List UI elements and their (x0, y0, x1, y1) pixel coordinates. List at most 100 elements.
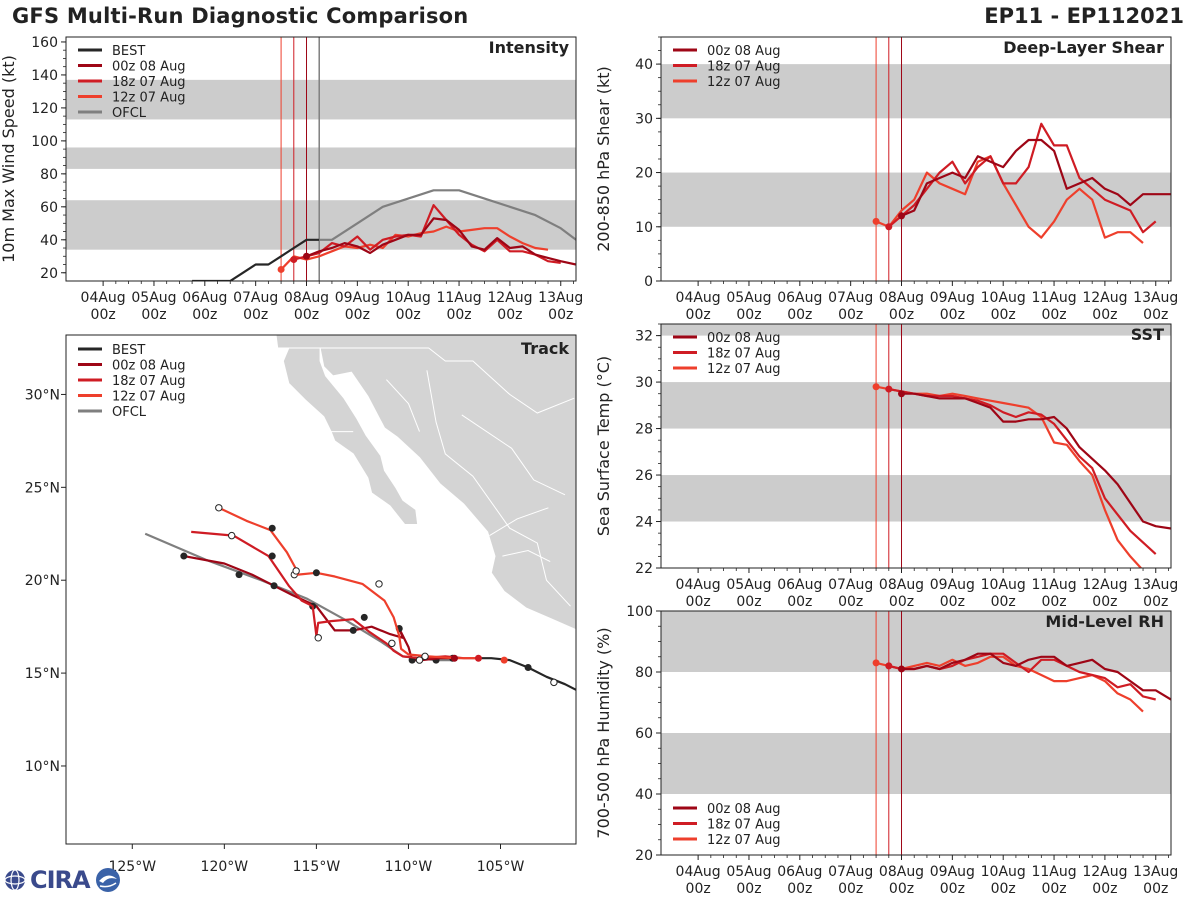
sst-frame (660, 323, 1172, 569)
x-tick-day-label: 12Aug (487, 290, 532, 306)
x-tick-hour-label: 00z (192, 307, 217, 323)
intensity-panel-title: Intensity (489, 38, 570, 57)
lon-tick-label: 120°W (201, 859, 249, 875)
track-point-filled (524, 664, 532, 672)
legend-label: 12z 07 Aug (707, 833, 781, 848)
x-tick-hour-label: 00z (787, 594, 812, 610)
y-tick-label: 30 (635, 111, 653, 127)
track-point-open (228, 531, 236, 540)
x-tick-hour-label: 00z (294, 307, 319, 323)
x-tick-hour-label: 00z (940, 307, 965, 323)
x-tick-day-label: 06Aug (182, 290, 227, 306)
x-tick-day-label: 05Aug (131, 290, 176, 306)
y-tick-label: 60 (635, 726, 653, 742)
x-tick-hour-label: 00z (243, 307, 268, 323)
track-start-marker (474, 654, 482, 662)
lon-tick-label: 105°W (477, 859, 525, 875)
logo-text: CIRA (30, 866, 91, 894)
x-tick-day-label: 12Aug (1082, 864, 1127, 880)
x-tick-day-label: 04Aug (676, 290, 721, 306)
state-border (386, 379, 420, 432)
track-point-filled (235, 571, 243, 579)
series-line-ofcl (319, 189, 576, 241)
rh-y-axis-label: 700-500 hPa Humidity (%) (594, 627, 613, 838)
lat-tick-label: 20°N (25, 573, 60, 589)
y-tick-label: 0 (644, 274, 653, 290)
x-tick-hour-label: 00z (991, 594, 1016, 610)
x-tick-hour-label: 00z (889, 307, 914, 323)
run-start-marker (872, 659, 880, 667)
x-tick-day-label: 09Aug (930, 577, 975, 593)
shaded-band (661, 64, 1171, 119)
track-point-filled (270, 582, 278, 590)
run-start-marker (885, 662, 893, 670)
track-point-open (550, 678, 558, 687)
series-line-00z-08-aug (901, 392, 1171, 530)
rh-panel: 2040608010004Aug00z05Aug00z06Aug00z07Aug… (594, 604, 1178, 897)
y-tick-label: 32 (635, 329, 653, 345)
x-tick-hour-label: 00z (787, 881, 812, 897)
legend-label: 12z 07 Aug (112, 91, 186, 106)
x-tick-day-label: 06Aug (777, 864, 822, 880)
cira-logo: CIRA (4, 866, 122, 894)
x-tick-day-label: 08Aug (879, 864, 924, 880)
track-point-open (215, 504, 223, 512)
x-tick-day-label: 13Aug (1133, 577, 1178, 593)
x-tick-day-label: 09Aug (930, 864, 975, 880)
x-tick-hour-label: 00z (889, 881, 914, 897)
intensity-y-axis-label: 10m Max Wind Speed (kt) (0, 55, 18, 263)
x-tick-hour-label: 00z (1092, 594, 1117, 610)
legend-label: BEST (112, 343, 145, 358)
y-tick-label: 140 (31, 68, 58, 84)
x-tick-hour-label: 00z (548, 307, 573, 323)
shaded-band (661, 475, 1171, 522)
track-plot-area (144, 335, 576, 691)
x-tick-day-label: 10Aug (981, 864, 1026, 880)
legend-label: 18z 07 Aug (707, 60, 781, 75)
x-tick-day-label: 04Aug (81, 290, 126, 306)
intensity-plot-area (66, 37, 576, 281)
track-point-open (375, 580, 383, 588)
figure-title: GFS Multi-Run Diagnostic Comparison (12, 4, 469, 28)
x-tick-day-label: 08Aug (879, 577, 924, 593)
y-tick-label: 28 (635, 422, 653, 438)
x-tick-day-label: 05Aug (726, 577, 771, 593)
track-start-marker (450, 654, 458, 662)
y-tick-label: 20 (635, 848, 653, 864)
series-line-12z-07-aug (875, 655, 1144, 713)
x-tick-hour-label: 00z (1041, 594, 1066, 610)
y-tick-label: 20 (635, 166, 653, 182)
y-tick-label: 120 (31, 101, 58, 117)
x-tick-day-label: 13Aug (1133, 290, 1178, 306)
x-tick-day-label: 08Aug (284, 290, 329, 306)
x-tick-hour-label: 00z (141, 307, 166, 323)
run-start-marker (872, 217, 880, 225)
state-border (489, 507, 549, 537)
y-tick-label: 60 (40, 200, 58, 216)
x-tick-hour-label: 00z (838, 594, 863, 610)
x-tick-day-label: 10Aug (981, 577, 1026, 593)
shear-y-axis-label: 200-850 hPa Shear (kt) (594, 66, 613, 252)
legend-label: 12z 07 Aug (112, 390, 186, 405)
lon-tick-label: 115°W (293, 859, 341, 875)
y-tick-label: 40 (635, 787, 653, 803)
shaded-band (66, 200, 576, 250)
x-tick-hour-label: 00z (889, 594, 914, 610)
track-line-18z-07-aug (191, 530, 479, 660)
lat-tick-label: 25°N (25, 480, 60, 496)
intensity-frame (65, 36, 577, 282)
x-tick-hour-label: 00z (686, 881, 711, 897)
x-tick-hour-label: 00z (736, 307, 761, 323)
x-tick-hour-label: 00z (787, 307, 812, 323)
y-tick-label: 40 (635, 57, 653, 73)
series-line-18z-07-aug (888, 388, 1157, 555)
x-tick-day-label: 11Aug (1031, 864, 1076, 880)
x-tick-day-label: 11Aug (1031, 290, 1076, 306)
track-point-filled (360, 613, 368, 621)
y-tick-label: 22 (635, 561, 653, 577)
legend-label: 00z 08 Aug (707, 44, 781, 59)
x-tick-hour-label: 00z (736, 881, 761, 897)
legend-label: OFCL (112, 106, 147, 121)
x-tick-day-label: 05Aug (726, 864, 771, 880)
storm-id: EP11 - EP112021 (984, 4, 1184, 28)
